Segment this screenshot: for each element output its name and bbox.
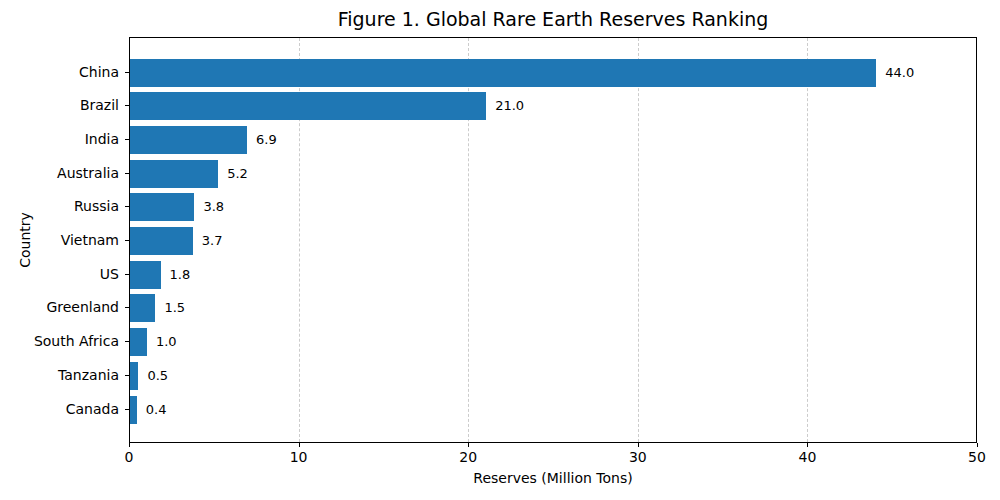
bar xyxy=(130,126,247,154)
y-tick-mark xyxy=(125,409,129,410)
y-tick-label: Tanzania xyxy=(0,367,119,383)
y-tick-label: China xyxy=(0,64,119,80)
bar xyxy=(130,59,876,87)
plot-area: 44.0 21.0 6.9 5.2 3.8 3.7 1.8 1.5 1.0 0.5 0.4 xyxy=(129,37,977,443)
bar-value-label: 21.0 xyxy=(495,99,524,113)
bar-value-label: 0.5 xyxy=(147,369,168,383)
y-tick-label: Australia xyxy=(0,165,119,181)
y-tick-label: Vietnam xyxy=(0,232,119,248)
bar-value-label: 44.0 xyxy=(885,66,914,80)
bar-value-label: 1.5 xyxy=(164,301,185,315)
y-tick-mark xyxy=(125,72,129,73)
y-tick-mark xyxy=(125,307,129,308)
bar-value-label: 5.2 xyxy=(227,167,248,181)
x-axis-label: Reserves (Million Tons) xyxy=(129,470,977,486)
x-tick-mark xyxy=(468,443,469,447)
bar-value-label: 1.0 xyxy=(156,335,177,349)
figure: Figure 1. Global Rare Earth Reserves Ran… xyxy=(0,0,1000,500)
y-tick-mark xyxy=(125,375,129,376)
x-tick-mark xyxy=(638,443,639,447)
bar xyxy=(130,160,218,188)
y-tick-label: Canada xyxy=(0,401,119,417)
y-tick-label: South Africa xyxy=(0,333,119,349)
y-tick-label: Russia xyxy=(0,198,119,214)
x-tick-mark xyxy=(807,443,808,447)
y-tick-label: India xyxy=(0,131,119,147)
x-tick-mark xyxy=(977,443,978,447)
x-tick-label: 40 xyxy=(783,449,831,465)
x-tick-label: 0 xyxy=(105,449,153,465)
x-tick-label: 30 xyxy=(614,449,662,465)
y-tick-mark xyxy=(125,274,129,275)
bar-value-label: 6.9 xyxy=(256,133,277,147)
x-tick-mark xyxy=(129,443,130,447)
y-tick-label: Greenland xyxy=(0,299,119,315)
y-tick-mark xyxy=(125,240,129,241)
y-tick-mark xyxy=(125,173,129,174)
bar-value-label: 1.8 xyxy=(170,268,191,282)
y-tick-mark xyxy=(125,206,129,207)
x-tick-mark xyxy=(299,443,300,447)
y-tick-mark xyxy=(125,139,129,140)
y-tick-mark xyxy=(125,341,129,342)
chart-title: Figure 1. Global Rare Earth Reserves Ran… xyxy=(129,8,977,30)
y-tick-label: Brazil xyxy=(0,97,119,113)
bar-value-label: 3.7 xyxy=(202,234,223,248)
bar-value-label: 0.4 xyxy=(146,403,167,417)
bar xyxy=(130,193,194,221)
gridline xyxy=(807,38,808,442)
bar xyxy=(130,227,193,255)
bar xyxy=(130,396,137,424)
x-tick-label: 50 xyxy=(953,449,1000,465)
bar xyxy=(130,261,161,289)
x-tick-label: 20 xyxy=(444,449,492,465)
gridline xyxy=(638,38,639,442)
bar xyxy=(130,328,147,356)
y-tick-label: US xyxy=(0,266,119,282)
bar xyxy=(130,92,486,120)
bar xyxy=(130,294,155,322)
bar-value-label: 3.8 xyxy=(203,200,224,214)
bar xyxy=(130,362,138,390)
y-tick-mark xyxy=(125,105,129,106)
x-tick-label: 10 xyxy=(275,449,323,465)
